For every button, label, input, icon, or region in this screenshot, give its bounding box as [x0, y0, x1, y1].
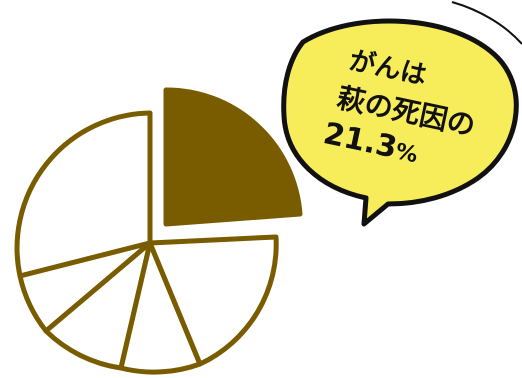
pie-slice-right	[147, 234, 279, 367]
pie-slice-highlight	[163, 87, 303, 227]
bubble-percentage-unit: %	[393, 139, 420, 168]
pie-chart	[14, 87, 303, 375]
pie-slice-left	[14, 110, 153, 279]
speech-bubble-shape	[281, 18, 519, 227]
speech-bubble: がんは 萩の死因の 21.3 %	[281, 18, 519, 227]
decorative-arc	[451, 1, 522, 45]
